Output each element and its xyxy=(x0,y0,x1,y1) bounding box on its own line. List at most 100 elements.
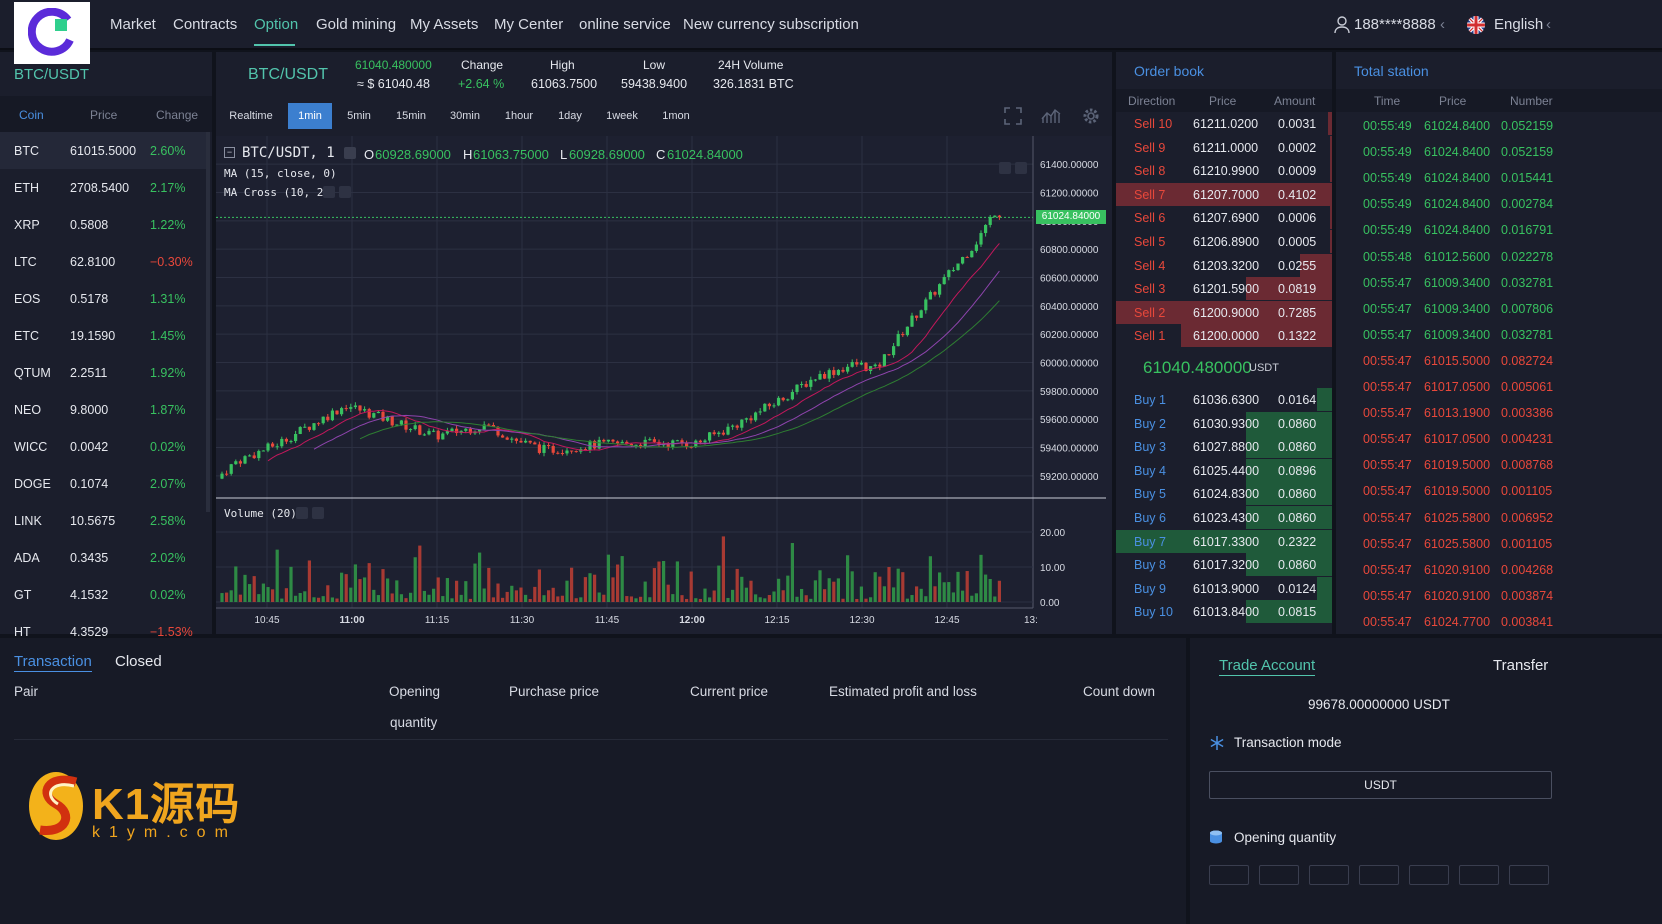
nav-item-online-service[interactable]: online service xyxy=(579,16,671,33)
col-change[interactable]: Change xyxy=(156,108,199,122)
ob-amount: 0.0860 xyxy=(1278,416,1317,431)
timeframe-1mon[interactable]: 1mon xyxy=(662,110,690,122)
ob-price: 61013.9000 xyxy=(1193,581,1260,596)
timeframe-15min[interactable]: 15min xyxy=(396,110,426,122)
transfer-link[interactable]: Transfer xyxy=(1493,657,1549,674)
ob-sell-row[interactable]: Sell 9 61211.0000 0.0002 xyxy=(1116,135,1332,159)
market-row-ltc[interactable]: LTC 62.8100 −0.30% xyxy=(0,243,206,280)
ob-sell-row[interactable]: Sell 5 61206.8900 0.0005 xyxy=(1116,230,1332,253)
ob-sell-row[interactable]: Sell 10 61211.0200 0.0031 xyxy=(1116,112,1332,135)
trade-number: 0.052159 xyxy=(1501,119,1554,133)
ob-buy-row[interactable]: Buy 6 61023.4300 0.0860 xyxy=(1116,506,1332,529)
quantity-option-button[interactable] xyxy=(1509,865,1549,885)
market-row-etc[interactable]: ETC 19.1590 1.45% xyxy=(0,317,206,354)
ob-buy-row[interactable]: Buy 2 61030.9300 0.0860 xyxy=(1116,411,1332,435)
timeframe-1day[interactable]: 1day xyxy=(558,110,582,122)
quantity-option-button[interactable] xyxy=(1359,865,1399,885)
market-row-link[interactable]: LINK 10.5675 2.58% xyxy=(0,502,206,539)
tab-transaction[interactable]: Transaction xyxy=(14,653,92,672)
timeframe-5min[interactable]: 5min xyxy=(347,110,371,122)
ob-buy-row[interactable]: Buy 1 61036.6300 0.0164 xyxy=(1116,388,1332,411)
col-price[interactable]: Price xyxy=(90,108,118,122)
ob-sell-row[interactable]: Sell 7 61207.7000 0.4102 xyxy=(1116,182,1332,206)
macross-close-icon[interactable] xyxy=(339,186,351,198)
nav-item-market[interactable]: Market xyxy=(110,16,156,33)
quantity-option-button[interactable] xyxy=(1459,865,1499,885)
candle-body xyxy=(547,445,551,447)
quantity-option-button[interactable] xyxy=(1209,865,1249,885)
market-row-ada[interactable]: ADA 0.3435 2.02% xyxy=(0,539,206,576)
ob-buy-row[interactable]: Buy 9 61013.9000 0.0124 xyxy=(1116,576,1332,600)
timeframe-30min[interactable]: 30min xyxy=(450,110,480,122)
ob-buy-row[interactable]: Buy 10 61013.8400 0.0815 xyxy=(1116,600,1332,624)
candle-body xyxy=(280,438,284,447)
uk-flag-icon[interactable] xyxy=(1467,16,1485,34)
nav-item-my-assets[interactable]: My Assets xyxy=(410,16,479,33)
market-row-neo[interactable]: NEO 9.8000 1.87% xyxy=(0,391,206,428)
quantity-option-button[interactable] xyxy=(1409,865,1449,885)
ob-buy-row[interactable]: Buy 3 61027.8800 0.0860 xyxy=(1116,435,1332,459)
user-icon[interactable] xyxy=(1334,16,1350,34)
market-row-xrp[interactable]: XRP 0.5808 1.22% xyxy=(0,206,206,243)
market-row-qtum[interactable]: QTUM 2.2511 1.92% xyxy=(0,354,206,391)
timeframe-1week[interactable]: 1week xyxy=(606,110,638,122)
language-selector[interactable]: English xyxy=(1494,16,1544,33)
ob-sell-row[interactable]: Sell 4 61203.3200 0.0255 xyxy=(1116,253,1332,277)
settings-gear-icon[interactable] xyxy=(1082,107,1100,130)
ob-sell-row[interactable]: Sell 1 61200.0000 0.1322 xyxy=(1116,324,1332,348)
collapse-legend-icon[interactable]: − xyxy=(224,147,235,158)
market-row-doge[interactable]: DOGE 0.1074 2.07% xyxy=(0,465,206,502)
user-account[interactable]: 188****8888 xyxy=(1354,16,1436,33)
volume-settings-icon[interactable] xyxy=(296,507,308,519)
chart-nav-left-icon[interactable] xyxy=(999,162,1011,174)
symbol-settings-icon[interactable] xyxy=(344,147,356,159)
ob-buy-row[interactable]: Buy 8 61017.3200 0.0860 xyxy=(1116,553,1332,577)
transaction-mode-select[interactable]: USDT xyxy=(1209,771,1552,799)
volume-bar xyxy=(326,585,330,602)
ob-buy-row[interactable]: Buy 4 61025.4400 0.0896 xyxy=(1116,458,1332,482)
market-row-gt[interactable]: GT 4.1532 0.02% xyxy=(0,576,206,613)
nav-item-contracts[interactable]: Contracts xyxy=(173,16,238,33)
market-scrollbar[interactable] xyxy=(206,132,210,512)
quantity-option-button[interactable] xyxy=(1259,865,1299,885)
app-logo[interactable] xyxy=(14,2,90,64)
fullscreen-icon[interactable] xyxy=(1004,107,1022,130)
market-row-wicc[interactable]: WICC 0.0042 0.02% xyxy=(0,428,206,465)
volume-bar xyxy=(321,596,325,602)
language-chevron-icon[interactable]: ‹ xyxy=(1546,16,1551,33)
timeframe-1hour[interactable]: 1hour xyxy=(504,110,534,122)
quantity-option-button[interactable] xyxy=(1309,865,1349,885)
market-price: 19.1590 xyxy=(70,329,116,343)
chart-area[interactable]: 61400.0000061200.0000061000.0000060800.0… xyxy=(216,136,1112,634)
nav-item-gold-mining[interactable]: Gold mining xyxy=(316,16,397,33)
trade-row: 00:55:47 61020.9100 0.003874 xyxy=(1336,584,1662,610)
nav-item-new-currency-subscription[interactable]: New currency subscription xyxy=(683,16,859,33)
volume-close-icon[interactable] xyxy=(312,507,324,519)
ob-sell-row[interactable]: Sell 6 61207.6900 0.0006 xyxy=(1116,206,1332,230)
tab-closed[interactable]: Closed xyxy=(115,653,162,670)
col-coin[interactable]: Coin xyxy=(19,108,44,122)
chart-nav-right-icon[interactable] xyxy=(1015,162,1027,174)
market-row-btc[interactable]: BTC 61015.5000 2.60% xyxy=(0,132,206,169)
nav-item-option[interactable]: Option xyxy=(254,16,299,33)
nav-item-my-center[interactable]: My Center xyxy=(494,16,564,33)
macross-settings-icon[interactable] xyxy=(323,186,335,198)
volume-bar xyxy=(993,596,997,602)
market-row-eth[interactable]: ETH 2708.5400 2.17% xyxy=(0,169,206,206)
ob-sell-row[interactable]: Sell 8 61210.9900 0.0009 xyxy=(1116,159,1332,183)
volume-bar xyxy=(698,598,702,602)
ob-buy-row[interactable]: Buy 7 61017.3300 0.2322 xyxy=(1116,529,1332,553)
market-row-ht[interactable]: HT 4.3529 −1.53% xyxy=(0,613,206,650)
market-row-eos[interactable]: EOS 0.5178 1.31% xyxy=(0,280,206,317)
candle-body xyxy=(873,364,877,367)
trade-account-tab[interactable]: Trade Account xyxy=(1219,657,1316,676)
ob-sell-row[interactable]: Sell 3 61201.5900 0.0819 xyxy=(1116,277,1332,301)
user-chevron-icon[interactable]: ‹ xyxy=(1440,16,1445,33)
ob-sell-row[interactable]: Sell 2 61200.9000 0.7285 xyxy=(1116,300,1332,324)
ob-direction: Buy 3 xyxy=(1134,440,1166,455)
timeframe-realtime[interactable]: Realtime xyxy=(229,110,273,122)
ob-buy-row[interactable]: Buy 5 61024.8300 0.0860 xyxy=(1116,482,1332,506)
indicator-icon[interactable] xyxy=(1041,107,1061,130)
timeframe-1min[interactable]: 1min xyxy=(288,103,332,129)
price-chart-svg[interactable]: 61400.0000061200.0000061000.0000060800.0… xyxy=(216,136,1112,634)
